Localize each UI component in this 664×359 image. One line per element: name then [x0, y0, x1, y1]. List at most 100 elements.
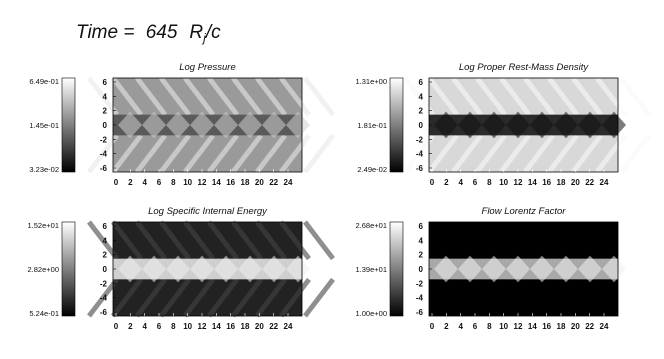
y-tick-label: -4 — [416, 294, 424, 303]
image-diamond — [434, 111, 458, 139]
image-diamond — [166, 111, 190, 139]
image-diamond — [142, 111, 166, 139]
x-tick-label: 0 — [114, 322, 119, 331]
x-tick-label: 12 — [198, 322, 207, 331]
panel-title: Log Pressure — [179, 62, 236, 73]
image-diamond — [578, 255, 602, 283]
x-tick-label: 0 — [430, 178, 435, 187]
panel-title: Log Proper Rest-Mass Density — [459, 62, 590, 73]
image-diamond — [482, 255, 506, 283]
image-diamond — [286, 255, 310, 283]
x-tick-label: 12 — [198, 178, 207, 187]
y-tick-label: -6 — [416, 164, 424, 173]
image-feature — [183, 220, 215, 318]
x-tick-label: 0 — [114, 178, 119, 187]
heatmap-image — [403, 76, 651, 174]
x-tick-label: 24 — [284, 178, 293, 187]
x-tick-label: 16 — [542, 322, 551, 331]
x-tick-label: 14 — [212, 322, 221, 331]
image-feature — [207, 76, 239, 174]
image-feature — [499, 76, 531, 174]
image-diamond — [434, 255, 458, 283]
y-tick-label: 6 — [419, 222, 424, 231]
colorbar — [61, 221, 76, 317]
colorbar-label: 1.39e+01 — [356, 265, 388, 274]
image-diamond — [482, 111, 506, 139]
image-feature — [159, 76, 191, 174]
image-feature — [303, 220, 335, 318]
x-tick-label: 14 — [528, 322, 537, 331]
image-feature — [571, 76, 603, 174]
colorbar-label: 2.82e+00 — [28, 265, 60, 274]
y-tick-label: 2 — [103, 107, 108, 116]
image-feature — [427, 76, 459, 174]
image-diamond — [166, 255, 190, 283]
x-tick-label: 22 — [269, 322, 278, 331]
image-feature — [159, 220, 191, 318]
image-feature — [595, 76, 627, 174]
heatmap-image — [87, 220, 335, 318]
x-tick-label: 20 — [571, 322, 580, 331]
y-tick-label: 0 — [419, 121, 424, 130]
x-tick-label: 6 — [157, 322, 162, 331]
image-feature — [87, 76, 119, 174]
y-tick-label: 6 — [103, 78, 108, 87]
colorbar-label: 1.52e+01 — [28, 221, 60, 230]
image-diamond — [118, 255, 142, 283]
image-diamond — [238, 255, 262, 283]
x-tick-label: 8 — [171, 178, 176, 187]
heatmap-image — [428, 221, 626, 317]
colorbar-label: 5.24e-01 — [29, 309, 59, 318]
y-tick-label: 2 — [103, 251, 108, 260]
y-tick-label: 4 — [103, 236, 108, 245]
y-tick-label: 6 — [103, 222, 108, 231]
x-tick-label: 6 — [473, 322, 478, 331]
image-feature — [207, 220, 239, 318]
colorbar — [389, 77, 404, 173]
x-tick-label: 8 — [487, 178, 492, 187]
x-tick-label: 20 — [255, 322, 264, 331]
image-feature — [135, 220, 167, 318]
colorbar-label: 1.81e-01 — [357, 121, 387, 130]
image-feature — [403, 76, 435, 174]
colorbar-label: 2.68e+01 — [356, 221, 388, 230]
image-feature — [231, 76, 263, 174]
y-tick-label: -2 — [100, 135, 108, 144]
image-diamond — [458, 255, 482, 283]
x-tick-label: 14 — [528, 178, 537, 187]
image-feature — [475, 76, 507, 174]
x-tick-label: 2 — [444, 178, 449, 187]
image-feature — [279, 220, 311, 318]
y-tick-label: -4 — [100, 150, 108, 159]
y-tick-label: -6 — [416, 308, 424, 317]
y-tick-label: -6 — [100, 164, 108, 173]
y-tick-label: -2 — [416, 279, 424, 288]
figure-title: Time = 645 Rj/c — [76, 22, 221, 45]
image-diamond — [458, 111, 482, 139]
image-feature — [279, 76, 311, 174]
image-feature — [231, 220, 263, 318]
colorbar — [61, 77, 76, 173]
x-tick-label: 22 — [585, 178, 594, 187]
y-tick-label: 2 — [419, 107, 424, 116]
image-diamond — [530, 111, 554, 139]
x-tick-label: 6 — [157, 178, 162, 187]
heatmap-image — [87, 76, 335, 174]
image-feature — [183, 76, 215, 174]
image-diamond — [262, 255, 286, 283]
image-feature — [111, 220, 143, 318]
x-tick-label: 20 — [255, 178, 264, 187]
x-tick-label: 22 — [269, 178, 278, 187]
y-tick-label: 2 — [419, 251, 424, 260]
image-diamond — [602, 255, 626, 283]
x-tick-label: 6 — [473, 178, 478, 187]
image-diamond — [554, 111, 578, 139]
x-tick-label: 18 — [241, 322, 250, 331]
y-tick-label: -2 — [416, 135, 424, 144]
y-tick-label: -4 — [100, 294, 108, 303]
x-tick-label: 2 — [128, 178, 133, 187]
x-tick-label: 16 — [226, 178, 235, 187]
colorbar-label: 1.31e+00 — [356, 77, 388, 86]
image-diamond — [286, 111, 310, 139]
